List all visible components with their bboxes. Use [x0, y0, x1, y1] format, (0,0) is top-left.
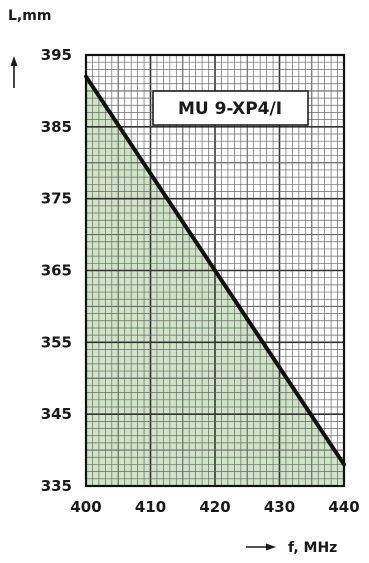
x-tick-labels: 400 410 420 430 440 — [70, 498, 359, 516]
x-axis-label: f, MHz — [288, 540, 337, 556]
x-axis-arrow — [246, 543, 276, 551]
y-tick-label: 335 — [41, 477, 72, 495]
plot-frame — [84, 53, 346, 488]
legend-entry: MU 9-XP4/I — [178, 99, 282, 119]
plot-frame-layer — [84, 53, 346, 488]
x-tick-label: 410 — [135, 498, 166, 516]
legend: MU 9-XP4/I — [152, 90, 309, 126]
y-tick-label: 365 — [41, 262, 72, 280]
y-tick-label: 395 — [41, 46, 72, 64]
y-tick-labels: 335 345 355 365 375 385 395 — [41, 46, 72, 495]
x-tick-label: 420 — [199, 498, 230, 516]
y-tick-label: 375 — [41, 190, 72, 208]
y-axis-arrow — [10, 56, 18, 88]
y-axis-label: L,mm — [8, 8, 51, 24]
x-tick-label: 430 — [264, 498, 295, 516]
y-tick-label: 385 — [41, 118, 72, 136]
series-line — [84, 74, 346, 467]
x-tick-label: 400 — [70, 498, 101, 516]
x-tick-label: 440 — [328, 498, 359, 516]
legend-box — [152, 90, 309, 126]
series-line-layer — [84, 74, 346, 467]
y-tick-label: 345 — [41, 405, 72, 423]
y-tick-label: 355 — [41, 333, 72, 351]
